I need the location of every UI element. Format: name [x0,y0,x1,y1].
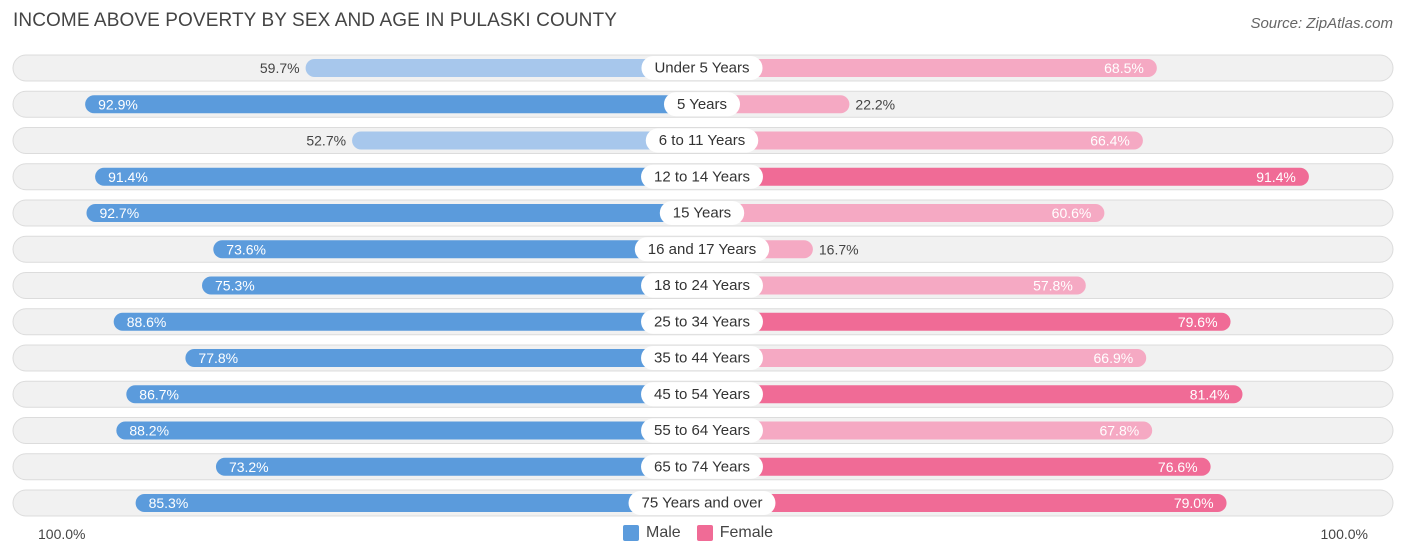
male-value-label: 88.6% [127,314,167,330]
male-bar [135,494,702,512]
category-pill [641,56,763,80]
legend-item-female: Female [696,524,774,542]
female-bar [702,204,1105,222]
category-pill [641,418,763,443]
category-pill [663,92,741,117]
male-bar [126,385,702,404]
legend-item-male: Male [623,524,681,542]
category-label: 6 to 11 Years [659,132,745,149]
male-bar [213,240,702,259]
category-pill [659,201,745,225]
male-bar [352,131,702,150]
category-label: 18 to 24 Years [654,277,750,294]
legend-swatch-female [696,525,713,541]
female-bar [702,421,1153,440]
category-label: 75 Years and over [642,495,763,512]
category-label: 55 to 64 Years [654,422,750,439]
category-pill [641,273,763,298]
female-value-label: 79.6% [1178,314,1218,330]
male-value-label: 85.3% [149,495,189,511]
category-label: 25 to 34 Years [654,313,750,330]
legend-swatch-male [623,525,639,541]
female-bar [702,385,1243,404]
male-bar [185,349,702,367]
source-label: Source: ZipAtlas.com [1250,15,1393,32]
male-value-label: 91.4% [108,169,148,185]
category-label: Under 5 Years [654,60,749,77]
female-value-label: 91.4% [1256,169,1296,185]
female-bar [702,59,1157,77]
male-bar [85,95,703,114]
female-bar [702,167,1309,186]
category-label: 45 to 54 Years [654,386,750,403]
axis-left-label: 100.0% [38,526,86,542]
male-bar [113,312,703,331]
axis-right-label: 100.0% [1320,526,1368,542]
category-pill [641,454,763,479]
female-value-label: 22.2% [855,96,895,112]
female-value-label: 60.6% [1052,205,1092,221]
category-pill [641,382,763,407]
female-value-label: 68.5% [1104,60,1144,76]
female-bar [702,312,1231,331]
category-pill [634,237,770,262]
male-value-label: 92.9% [98,96,138,112]
legend-label-female: Female [719,524,774,541]
category-label: 15 Years [673,205,731,222]
female-value-label: 16.7% [819,241,859,257]
male-value-label: 92.7% [99,205,139,221]
female-value-label: 76.6% [1158,459,1198,475]
female-bar [702,276,1086,295]
female-value-label: 66.9% [1094,350,1134,366]
category-pill [641,164,763,189]
male-value-label: 52.7% [306,133,346,149]
male-value-label: 88.2% [129,423,169,439]
category-pill [641,309,763,334]
category-label: 65 to 74 Years [654,458,750,475]
male-bar [305,59,702,77]
female-bar [702,131,1143,150]
category-label: 5 Years [677,96,727,113]
female-bar [702,494,1227,512]
female-value-label: 57.8% [1033,278,1073,294]
legend-label-male: Male [646,524,681,541]
female-value-label: 66.4% [1090,133,1130,149]
male-value-label: 73.2% [229,459,269,475]
category-label: 16 and 17 Years [648,241,756,258]
category-pill [645,128,759,153]
female-value-label: 81.4% [1190,386,1230,402]
male-bar [86,204,703,222]
category-label: 12 to 14 Years [654,168,750,185]
male-value-label: 86.7% [139,386,179,402]
legend: Male Female [623,524,789,542]
category-label: 35 to 44 Years [654,350,750,367]
male-bar [116,421,703,440]
male-value-label: 59.7% [260,60,300,76]
female-bar [702,457,1211,476]
female-value-label: 67.8% [1099,423,1139,439]
male-value-label: 75.3% [215,278,255,294]
category-pill [641,346,763,370]
male-bar [215,457,702,476]
chart-title: INCOME ABOVE POVERTY BY SEX AND AGE IN P… [13,10,617,31]
female-bar [702,349,1147,367]
male-value-label: 73.6% [226,241,266,257]
male-bar [95,167,702,186]
female-value-label: 79.0% [1174,495,1214,511]
male-bar [202,276,702,295]
male-value-label: 77.8% [198,350,238,366]
category-pill [628,491,776,515]
